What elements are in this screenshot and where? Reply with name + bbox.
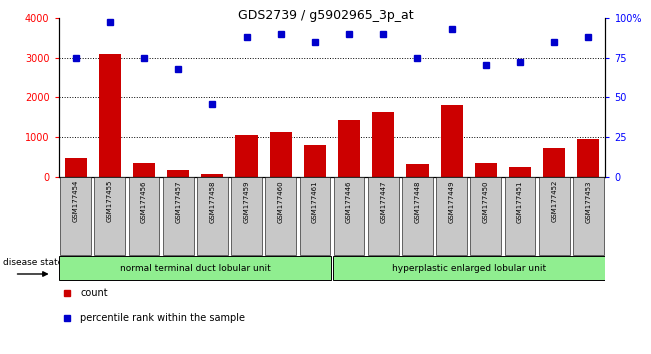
Bar [471,177,501,255]
Bar [133,163,155,177]
Text: GSM177458: GSM177458 [210,180,215,223]
Text: GSM177452: GSM177452 [551,180,557,223]
Bar [509,167,531,177]
Bar [505,177,535,255]
Bar [99,53,121,177]
Text: GSM177455: GSM177455 [107,180,113,223]
Bar [61,177,91,255]
Bar [333,256,605,280]
Bar [406,164,428,177]
Text: GSM177454: GSM177454 [73,180,79,223]
Bar [236,135,258,177]
Bar [573,177,603,255]
Bar [475,163,497,177]
Bar [402,177,433,255]
Bar [197,177,228,255]
Bar [59,256,331,280]
Bar [167,170,189,177]
Text: GDS2739 / g5902965_3p_at: GDS2739 / g5902965_3p_at [238,9,413,22]
Text: GSM177461: GSM177461 [312,180,318,223]
Bar [94,177,125,255]
Bar [577,139,600,177]
Bar [543,148,565,177]
Text: GSM177459: GSM177459 [243,180,249,223]
Bar [270,132,292,177]
Text: GSM177448: GSM177448 [415,180,421,223]
Text: GSM177450: GSM177450 [483,180,489,223]
Text: count: count [81,288,108,298]
Text: GSM177457: GSM177457 [175,180,181,223]
Text: hyperplastic enlarged lobular unit: hyperplastic enlarged lobular unit [392,264,546,273]
Bar [338,120,360,177]
Bar [334,177,365,255]
Text: GSM177451: GSM177451 [517,180,523,223]
Bar [299,177,330,255]
Text: GSM177456: GSM177456 [141,180,147,223]
Bar [231,177,262,255]
Bar [163,177,193,255]
Text: GSM177449: GSM177449 [449,180,454,223]
Bar [129,177,159,255]
Text: GSM177446: GSM177446 [346,180,352,223]
Bar [436,177,467,255]
Bar [368,177,398,255]
Bar [441,104,463,177]
Text: normal terminal duct lobular unit: normal terminal duct lobular unit [120,264,271,273]
Bar [266,177,296,255]
Text: GSM177453: GSM177453 [585,180,591,223]
Text: GSM177460: GSM177460 [278,180,284,223]
Bar [201,174,223,177]
Bar [539,177,570,255]
Bar [372,113,395,177]
Text: disease state: disease state [3,258,63,267]
Text: GSM177447: GSM177447 [380,180,386,223]
Text: percentile rank within the sample: percentile rank within the sample [81,313,245,323]
Bar [304,145,326,177]
Bar [64,158,87,177]
